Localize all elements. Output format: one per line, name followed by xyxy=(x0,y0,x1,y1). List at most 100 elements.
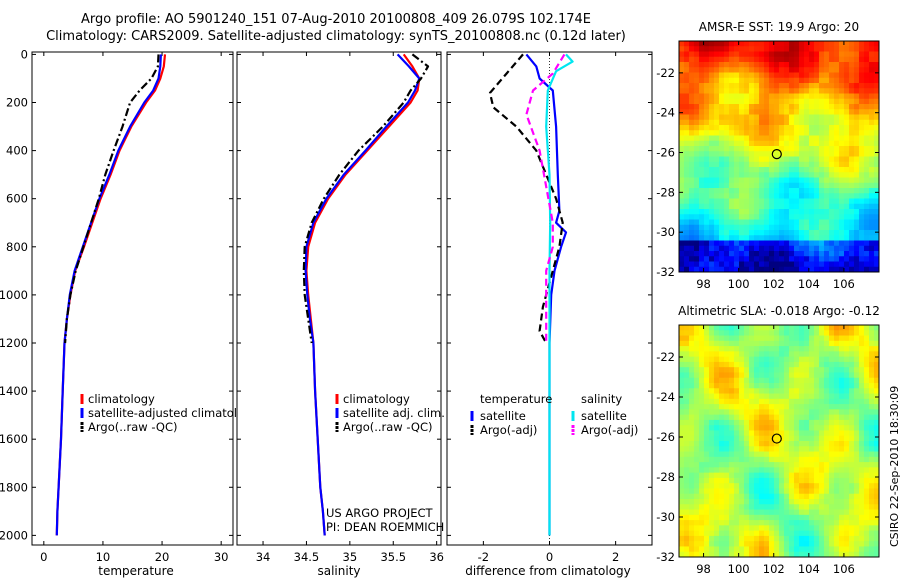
sla-map-cell xyxy=(749,325,755,331)
sst-map-cell xyxy=(729,151,735,157)
sst-map-cell xyxy=(759,261,765,268)
sst-map-field xyxy=(679,41,880,273)
sst-map-cell xyxy=(764,230,770,236)
sla-map-cell xyxy=(824,414,830,421)
sla-map-cell xyxy=(759,409,765,416)
sst-map-cell xyxy=(819,119,825,126)
sst-map-cell xyxy=(829,41,835,47)
sla-map-cell xyxy=(864,409,870,416)
sst-map-cell xyxy=(809,151,815,157)
sla-map-cell xyxy=(849,393,855,400)
sst-map-cell xyxy=(739,130,745,136)
sst-map-cell xyxy=(774,240,780,247)
sla-map-cell xyxy=(809,520,815,526)
sla-map-cell xyxy=(779,467,785,474)
sla-map-cell xyxy=(689,530,695,537)
sla-map-cell xyxy=(774,325,780,331)
sla-map-cell xyxy=(814,441,820,447)
sla-map-cell xyxy=(719,504,725,510)
sla-map-cell xyxy=(869,409,875,416)
sla-map-cell xyxy=(729,356,735,363)
sst-map-cell xyxy=(779,156,785,163)
sla-map-cell xyxy=(769,372,775,379)
sla-map-cell xyxy=(784,551,790,558)
sla-map-cell xyxy=(809,477,815,484)
sla-map-cell xyxy=(814,535,820,542)
sla-map-cell xyxy=(864,551,870,558)
sst-map-cell xyxy=(804,62,810,68)
sla-map-cell xyxy=(854,467,860,474)
sst-map-cell xyxy=(839,146,845,152)
sla-map-cell xyxy=(794,509,800,516)
sst-map-cell xyxy=(679,245,685,252)
sst-map-cell xyxy=(684,146,690,152)
sst-map-cell xyxy=(849,214,855,220)
sla-map-cell xyxy=(849,467,855,474)
sla-map-cell xyxy=(719,525,725,532)
sla-map-cell xyxy=(749,361,755,368)
sla-map-cell xyxy=(704,335,710,342)
sla-map-cell xyxy=(739,398,745,405)
sst-map-cell xyxy=(849,135,855,142)
sla-map-cell xyxy=(829,514,835,521)
sst-map-cell xyxy=(869,182,875,189)
sst-map-cell xyxy=(769,177,775,184)
sla-map-cell xyxy=(844,335,850,342)
sst-map-cell xyxy=(689,146,695,152)
sla-map-cell xyxy=(694,525,700,532)
sst-map-cell xyxy=(829,167,835,173)
sst-map-cell xyxy=(829,98,835,105)
sla-map-cell xyxy=(809,472,815,479)
sst-map-cell xyxy=(854,46,860,52)
sst-map-cell xyxy=(824,140,830,147)
sla-map-cell xyxy=(859,472,865,479)
sla-map-cell xyxy=(799,541,805,547)
sst-map-cell xyxy=(869,146,875,152)
sla-map-cell xyxy=(779,351,785,358)
sla-map-cell xyxy=(779,493,785,500)
sla-map-cell xyxy=(689,441,695,447)
sst-map-cell xyxy=(704,130,710,136)
sst-map-cell xyxy=(724,235,730,241)
sst-map-cell xyxy=(694,182,700,189)
sst-map-cell xyxy=(764,88,770,94)
sla-map-cell xyxy=(804,388,810,394)
sst-map-cell xyxy=(684,88,690,94)
sla-map-cell xyxy=(734,435,740,442)
sla-map-cell xyxy=(839,441,845,447)
sst-map-cell xyxy=(729,67,735,73)
sst-map-cell xyxy=(854,77,860,84)
sst-map-cell xyxy=(784,56,790,63)
sst-map-cell xyxy=(814,41,820,47)
sst-map-cell xyxy=(729,214,735,220)
sst-map-cell xyxy=(869,135,875,142)
sla-map-cell xyxy=(804,398,810,405)
sla-map-cell xyxy=(749,483,755,489)
sla-map-cell xyxy=(814,377,820,384)
sst-map-cell xyxy=(744,230,750,236)
sst-map-cell xyxy=(829,188,835,194)
sla-map-cell xyxy=(734,493,740,500)
sla-map-cell xyxy=(784,409,790,416)
sla-map-cell xyxy=(764,414,770,421)
sla-map-cell xyxy=(709,446,715,452)
sst-map-cell xyxy=(804,172,810,178)
sla-map-cell xyxy=(739,351,745,358)
sst-map-cell xyxy=(704,114,710,121)
sst-map-cell xyxy=(679,146,685,152)
sst-map-cell xyxy=(759,46,765,52)
sst-map-cell xyxy=(819,256,825,262)
sla-map-cell xyxy=(709,414,715,421)
sst-map-cell xyxy=(784,77,790,84)
sla-map-cell xyxy=(839,398,845,405)
sst-map-cell xyxy=(724,245,730,252)
sst-map-cell xyxy=(849,198,855,205)
sst-map-cell xyxy=(804,156,810,163)
sla-map-cell xyxy=(714,493,720,500)
sla-map-cell xyxy=(684,541,690,547)
sla-map-cell xyxy=(864,425,870,431)
sla-map-cell xyxy=(754,462,760,468)
sst-map-cell xyxy=(729,193,735,199)
sla-map-cell xyxy=(834,435,840,442)
sla-map-cell xyxy=(854,441,860,447)
